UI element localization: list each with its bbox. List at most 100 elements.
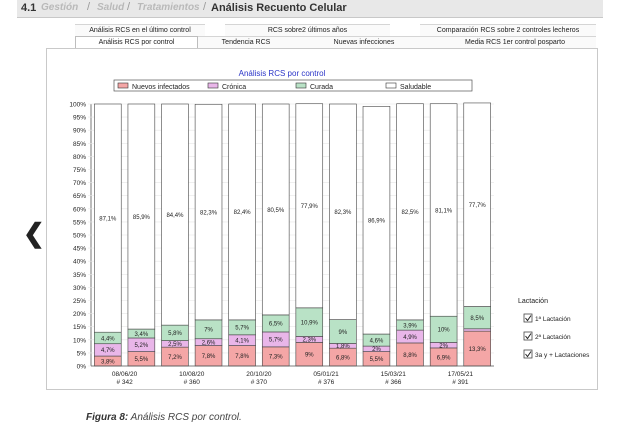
- bar-segment-curada: [295, 307, 324, 337]
- bar-value-label: 2%: [439, 343, 448, 349]
- breadcrumb-gestion[interactable]: Gestión: [41, 2, 79, 13]
- bar-value-label: 5,7%: [235, 326, 249, 332]
- breadcrumb-tratamientos[interactable]: Tratamientos: [137, 2, 200, 13]
- bar-value-label: 7,8%: [202, 354, 216, 360]
- bar-value-label: 5,7%: [269, 338, 283, 344]
- bar-segment-saludable: [362, 106, 391, 335]
- chart-bars: 3,8% 4,7% 4,4% 87,1% 5,5% 5,2% 3,4% 85,9% 7,2% 2,…: [94, 102, 491, 367]
- page-title: Análisis Recuento Celular: [211, 2, 347, 14]
- tab-analisis-ultimo-control[interactable]: Análisis RCS en el último control: [75, 24, 205, 36]
- bar-value-label: 2,3%: [302, 338, 316, 344]
- tab-analisis-por-control[interactable]: Análisis RCS por control: [75, 36, 198, 48]
- page-header: 4.1 Gestión / Salud / Tratamientos / Aná…: [17, 0, 603, 18]
- bar-value-label: 9%: [339, 330, 348, 336]
- bar-segment-saludable: [228, 103, 256, 321]
- y-tick-label: 95%: [73, 115, 86, 122]
- bar-segment-saludable: [261, 103, 290, 316]
- rcs-stacked-bar-chart: Análisis RCS por control Nuevos infectad…: [69, 69, 590, 386]
- lactation-option-3[interactable]: 3a y + Lactaciones: [523, 349, 590, 359]
- legend-swatch: [295, 82, 307, 89]
- y-tick-label: 15%: [73, 324, 86, 331]
- bar-value-label: 10,9%: [301, 320, 319, 326]
- bar-value-label: 4,6%: [370, 338, 384, 344]
- y-tick-label: 55%: [73, 219, 86, 226]
- legend-box: [113, 79, 473, 92]
- bar-value-label: 80,5%: [267, 208, 285, 214]
- check-mark-icon: [525, 351, 532, 358]
- legend-entry: Nuevos infectados: [132, 84, 190, 91]
- bar-value-label: 5,5%: [135, 357, 149, 363]
- bar-value-label: 7,2%: [168, 355, 182, 361]
- x-tick-date: 17/05/21: [448, 371, 474, 378]
- legend-swatch: [117, 82, 129, 89]
- checkbox-icon[interactable]: [523, 349, 533, 359]
- bar-value-label: 4,9%: [403, 335, 417, 341]
- y-tick-label: 30%: [73, 285, 86, 292]
- bar-value-label: 7,3%: [269, 355, 283, 361]
- bar-value-label: 85,9%: [133, 215, 151, 221]
- bar-value-label: 7%: [204, 328, 213, 334]
- lactation-option-2[interactable]: 2ª Lactación: [523, 331, 571, 341]
- y-tick-label: 0%: [77, 364, 87, 371]
- bar-value-label: 84,4%: [166, 213, 184, 219]
- breadcrumb-separator: /: [203, 1, 207, 13]
- chart-title: Análisis RCS por control: [239, 69, 326, 78]
- chart-legend: Nuevos infectados Crónica Curada Saludable: [113, 79, 473, 92]
- bar-value-label: 9%: [305, 353, 314, 359]
- bar-value-label: 86,9%: [368, 218, 386, 224]
- bar-segment-saludable: [194, 103, 223, 321]
- legend-swatch: [207, 82, 219, 89]
- lactation-option-label: 1ª Lactación: [535, 316, 571, 323]
- x-tick-date: 10/08/20: [179, 371, 205, 378]
- checkbox-icon[interactable]: [523, 313, 533, 323]
- y-tick-label: 100%: [69, 102, 86, 109]
- legend-entry: Crónica: [222, 84, 246, 91]
- tab-tendencia-rcs[interactable]: Tendencia RCS: [198, 36, 294, 48]
- x-tick-count: # 391: [452, 379, 469, 386]
- tab-rcs-dos-anos[interactable]: RCS sobre2 últimos años: [225, 24, 390, 36]
- bar-segment-saludable: [94, 103, 122, 333]
- bar-value-label: 4,1%: [235, 338, 249, 344]
- bar-segment-saludable: [161, 103, 189, 326]
- lactation-title: Lactación: [518, 298, 548, 305]
- bar-value-label: 2%: [372, 347, 381, 353]
- bar-value-label: 81,1%: [435, 208, 453, 214]
- y-tick-label: 80%: [73, 154, 86, 161]
- bar-value-label: 7,8%: [235, 354, 249, 360]
- tab-comparacion-rcs[interactable]: Comparación RCS sobre 2 controles lecher…: [420, 24, 596, 36]
- caption-prefix: Figura 8:: [86, 412, 129, 423]
- lactation-option-label: 2ª Lactación: [535, 334, 571, 341]
- tab-nuevas-infecciones[interactable]: Nuevas infecciones: [294, 36, 434, 48]
- bar-value-label: 82,3%: [200, 210, 218, 216]
- y-tick-label: 90%: [73, 128, 86, 135]
- bar-value-label: 77,9%: [301, 204, 319, 210]
- chevron-left-icon[interactable]: ❮: [23, 218, 45, 248]
- bar-value-label: 2,6%: [202, 340, 216, 346]
- bar-segment-saludable: [396, 103, 424, 321]
- lactation-panel: Lactación 1ª Lactación 2ª Lactación 3a y…: [518, 298, 590, 359]
- y-tick-label: 45%: [73, 246, 86, 253]
- legend-entry: Curada: [310, 84, 333, 91]
- breadcrumb-salud[interactable]: Salud: [97, 2, 125, 13]
- x-tick-count: # 342: [116, 379, 133, 386]
- bar-segment-saludable: [429, 103, 458, 317]
- bar-segment-saludable: [127, 103, 156, 330]
- bar-value-label: 77,7%: [469, 203, 487, 209]
- checkbox-icon[interactable]: [523, 331, 533, 341]
- bar-value-label: 6,9%: [437, 355, 451, 361]
- breadcrumb-separator: /: [87, 1, 91, 13]
- lactation-option-label: 3a y + Lactaciones: [535, 352, 590, 359]
- y-tick-label: 35%: [73, 272, 86, 279]
- x-tick-count: # 366: [385, 379, 402, 386]
- x-tick-date: 15/03/21: [381, 371, 407, 378]
- bar-value-label: 6,5%: [269, 322, 283, 328]
- bar-value-label: 5,2%: [135, 343, 149, 349]
- bar-segment-saludable: [295, 103, 324, 309]
- bar-value-label: 10%: [438, 328, 451, 334]
- lactation-option-1[interactable]: 1ª Lactación: [523, 313, 571, 323]
- bar-value-label: 82,3%: [334, 210, 352, 216]
- bar-segment-crónica: [463, 328, 491, 332]
- tab-media-rcs-posparto[interactable]: Media RCS 1er control posparto: [434, 36, 596, 48]
- chart-x-axis: 08/06/20# 342 10/08/20# 360 20/10/20# 370 0…: [91, 365, 494, 386]
- bar-value-label: 8,5%: [470, 316, 484, 322]
